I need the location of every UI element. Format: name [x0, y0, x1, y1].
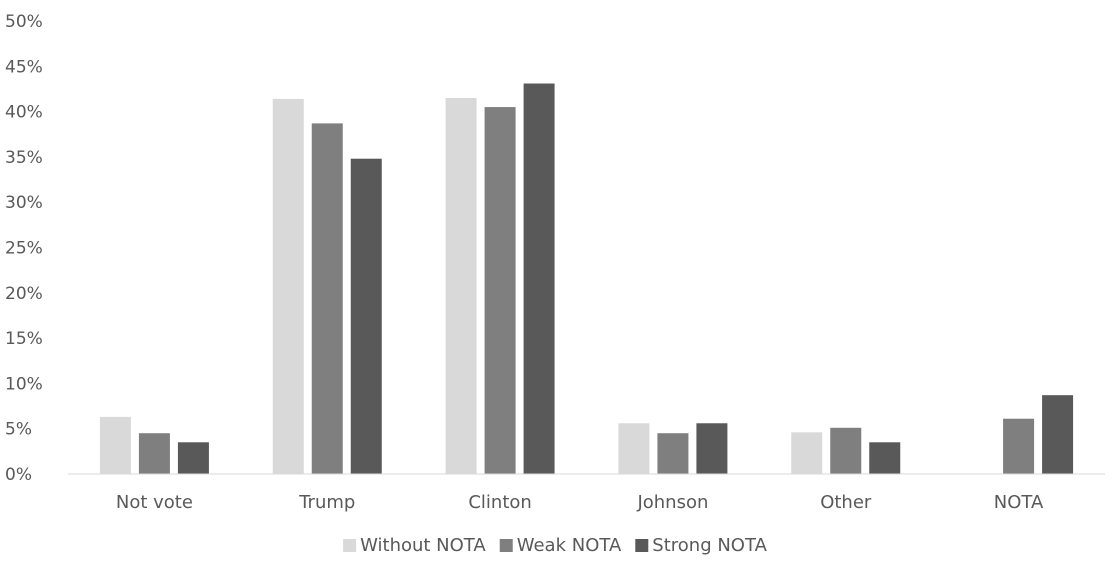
bar-strong-nota-not-vote: [177, 442, 209, 474]
x-category-label: Johnson: [636, 492, 708, 513]
x-axis-category-labels: Not vote Trump Clinton Johnson Other NOTA: [116, 492, 1044, 513]
legend-label: Weak NOTA: [517, 535, 622, 556]
bar-without-nota-trump: [272, 98, 304, 474]
legend-label: Without NOTA: [360, 535, 486, 556]
bar-weak-nota-trump: [311, 123, 343, 475]
legend-label: Strong NOTA: [652, 535, 767, 556]
bar-strong-nota-clinton: [523, 83, 555, 474]
y-axis-tick-labels: 0% 5% 10% 15% 20% 25% 30% 35% 40% 45% 50%: [5, 12, 43, 485]
x-category-label: Trump: [298, 492, 355, 513]
x-category-label: NOTA: [994, 492, 1044, 513]
bars: [99, 83, 1074, 475]
y-tick-label: 45%: [5, 57, 43, 77]
y-tick-label: 30%: [5, 193, 43, 213]
bar-weak-nota-other: [830, 427, 862, 474]
y-tick-label: 20%: [5, 284, 43, 304]
bar-strong-nota-johnson: [696, 423, 728, 474]
y-tick-label: 5%: [5, 420, 32, 440]
y-tick-label: 25%: [5, 239, 43, 259]
bar-without-nota-other: [791, 432, 823, 474]
bar-without-nota-johnson: [618, 423, 650, 474]
legend: Without NOTA Weak NOTA Strong NOTA: [343, 535, 768, 556]
bar-weak-nota-clinton: [484, 107, 516, 474]
bar-without-nota-clinton: [445, 98, 477, 474]
legend-swatch: [499, 539, 513, 552]
bar-without-nota-not-vote: [99, 416, 131, 474]
x-category-label: Other: [820, 492, 872, 513]
bar-strong-nota-trump: [350, 158, 382, 474]
x-category-label: Not vote: [116, 492, 193, 513]
bar-strong-nota-other: [869, 442, 901, 474]
bar-weak-nota-nota: [1003, 418, 1035, 474]
legend-swatch: [343, 539, 357, 552]
y-tick-label: 50%: [5, 12, 43, 32]
x-category-label: Clinton: [468, 492, 531, 513]
y-tick-label: 0%: [5, 465, 32, 485]
y-tick-label: 40%: [5, 103, 43, 123]
bar-strong-nota-nota: [1042, 395, 1074, 474]
y-tick-label: 35%: [5, 148, 43, 168]
bar-weak-nota-johnson: [657, 433, 689, 474]
legend-swatch: [635, 539, 649, 552]
y-tick-label: 15%: [5, 329, 43, 349]
y-tick-label: 10%: [5, 374, 43, 394]
bar-weak-nota-not-vote: [138, 433, 170, 474]
